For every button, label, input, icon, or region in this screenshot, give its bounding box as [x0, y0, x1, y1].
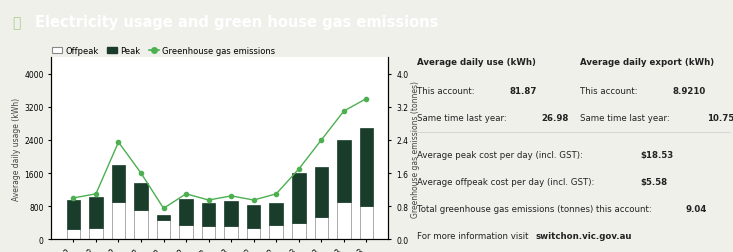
- Text: Electricity usage and green house gas emissions: Electricity usage and green house gas em…: [35, 15, 438, 30]
- Text: 81.87: 81.87: [510, 87, 537, 96]
- Bar: [292, 223, 306, 239]
- Text: Average daily export (kWh): Average daily export (kWh): [580, 58, 714, 67]
- Text: $5.58: $5.58: [641, 178, 668, 186]
- Text: 💡: 💡: [12, 16, 21, 30]
- Bar: [360, 206, 373, 239]
- Bar: [202, 204, 216, 226]
- Bar: [67, 200, 80, 229]
- Bar: [270, 203, 283, 225]
- Bar: [360, 128, 373, 206]
- Bar: [67, 229, 80, 239]
- Text: Total greenhouse gas emissions (tonnes) this account:: Total greenhouse gas emissions (tonnes) …: [417, 204, 655, 213]
- Y-axis label: Greenhouse gas emissions (tonnes): Greenhouse gas emissions (tonnes): [411, 80, 420, 217]
- Text: Same time last year:: Same time last year:: [580, 114, 672, 122]
- Text: Average daily use (kWh): Average daily use (kWh): [417, 58, 537, 67]
- Text: $18.53: $18.53: [641, 151, 674, 160]
- Text: switchon.vic.gov.au: switchon.vic.gov.au: [535, 231, 632, 240]
- Bar: [314, 217, 328, 239]
- Text: Same time last year:: Same time last year:: [417, 114, 510, 122]
- Legend: Offpeak, Peak, Greenhouse gas emissions: Offpeak, Peak, Greenhouse gas emissions: [52, 47, 275, 55]
- Text: This account:: This account:: [417, 87, 478, 96]
- Bar: [292, 173, 306, 223]
- Bar: [111, 202, 125, 239]
- Bar: [111, 165, 125, 202]
- Bar: [224, 201, 238, 226]
- Text: 26.98: 26.98: [542, 114, 569, 122]
- Bar: [180, 199, 193, 225]
- Bar: [89, 228, 103, 239]
- Y-axis label: Average daily usage (kWh): Average daily usage (kWh): [12, 97, 21, 200]
- Text: Average offpeak cost per day (incl. GST):: Average offpeak cost per day (incl. GST)…: [417, 178, 597, 186]
- Bar: [314, 167, 328, 217]
- Bar: [134, 210, 148, 239]
- Bar: [270, 225, 283, 239]
- Text: 9.04: 9.04: [685, 204, 707, 213]
- Bar: [247, 228, 260, 239]
- Bar: [247, 205, 260, 228]
- Text: This account:: This account:: [580, 87, 641, 96]
- Text: For more information visit: For more information visit: [417, 231, 531, 240]
- Bar: [337, 140, 350, 202]
- Text: 10.7524: 10.7524: [707, 114, 733, 122]
- Bar: [202, 226, 216, 239]
- Bar: [157, 220, 170, 239]
- Bar: [157, 215, 170, 220]
- Text: 8.9210: 8.9210: [672, 87, 706, 96]
- Bar: [337, 202, 350, 239]
- Bar: [224, 226, 238, 239]
- Bar: [180, 225, 193, 239]
- Text: Average peak cost per day (incl. GST):: Average peak cost per day (incl. GST):: [417, 151, 586, 160]
- Bar: [89, 197, 103, 228]
- Bar: [134, 184, 148, 210]
